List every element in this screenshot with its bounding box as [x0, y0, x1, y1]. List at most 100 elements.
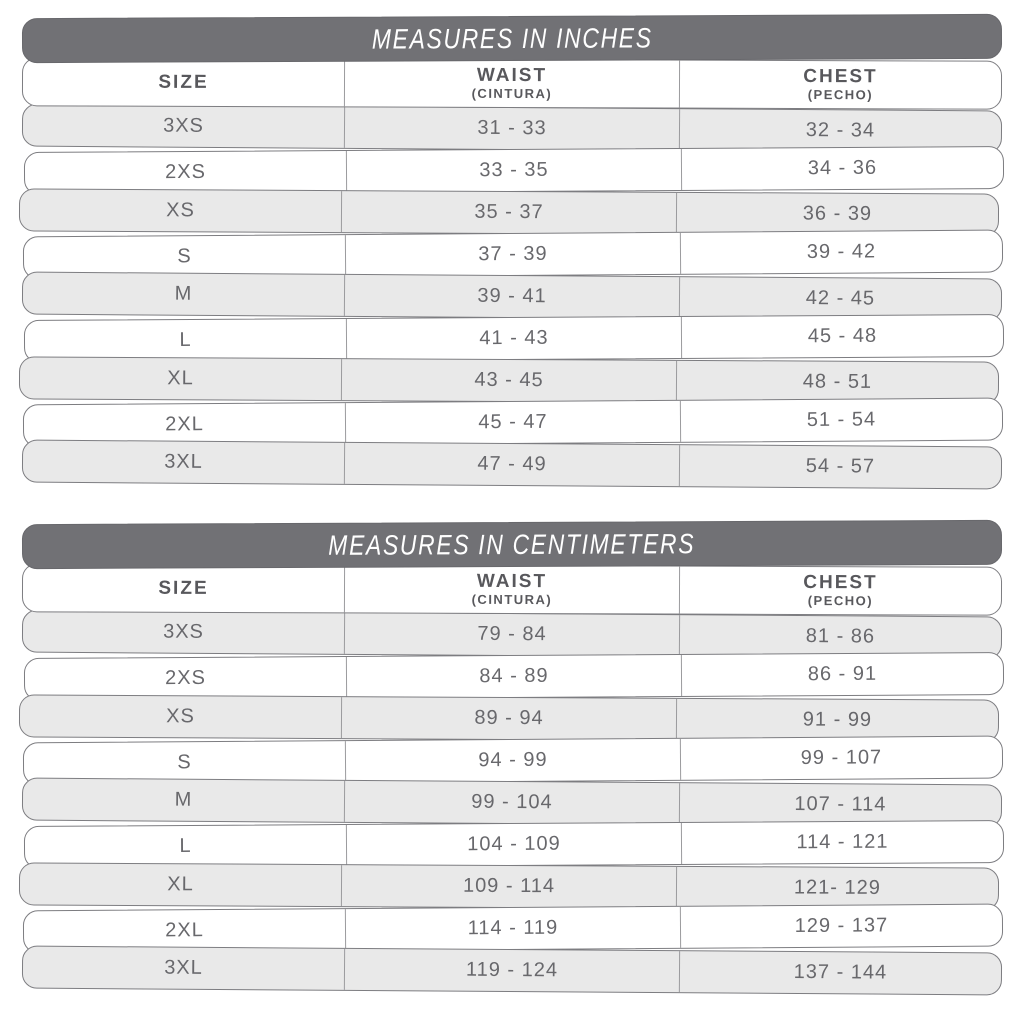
table-row: L 104 - 109 114 - 121: [23, 819, 1005, 869]
chest-cell: 51 - 54: [681, 399, 1002, 442]
size-cell: 2XS: [25, 657, 346, 700]
cell-value: 34 - 36: [807, 156, 878, 180]
chest-cell: 45 - 48: [682, 315, 1003, 358]
cell-value: 45 - 47: [478, 410, 548, 434]
cell-value: 137 - 144: [793, 960, 888, 984]
waist-cell: 79 - 84: [343, 612, 681, 657]
cell-value: 89 - 94: [474, 706, 544, 730]
cell-value: 2XS: [165, 160, 206, 184]
cell-value: 79 - 84: [477, 622, 547, 646]
size-cell: XS: [20, 695, 341, 738]
size-cell: L: [25, 825, 346, 868]
waist-cell: 104 - 109: [345, 822, 683, 867]
waist-cell: 37 - 39: [344, 232, 682, 277]
table-row: L 41 - 43 45 - 48: [23, 313, 1005, 363]
cell-value: 54 - 57: [805, 455, 876, 478]
size-cell: 3XL: [23, 441, 344, 484]
centimeters-header-row: SIZE WAIST (CINTURA) CHEST (PECHO): [21, 563, 1003, 616]
waist-cell: 109 - 114: [340, 865, 678, 908]
cell-value: 121- 129: [793, 876, 881, 899]
cell-value: 99 - 104: [471, 790, 553, 814]
inches-title-band: MEASURES IN INCHES: [21, 13, 1003, 64]
size-chart: MEASURES IN INCHES SIZE WAIST (CINTURA) …: [10, 13, 1014, 996]
cell-value: 47 - 49: [477, 452, 547, 476]
cell-value: 35 - 37: [474, 200, 544, 224]
cell-value: 33 - 35: [479, 158, 549, 182]
waist-cell: 99 - 104: [343, 780, 681, 825]
size-cell: 3XS: [23, 105, 344, 148]
waist-cell: 119 - 124: [343, 948, 681, 993]
size-cell: 3XL: [23, 947, 344, 990]
size-cell: XL: [20, 863, 341, 906]
table-row: 3XL 47 - 49 54 - 57: [21, 439, 1003, 490]
waist-cell: 39 - 41: [343, 274, 681, 319]
waist-cell: 47 - 49: [343, 442, 681, 487]
waist-cell: 35 - 37: [340, 191, 678, 234]
table-row: XL 109 - 114 121- 129: [18, 862, 1000, 911]
chest-cell: 86 - 91: [682, 653, 1003, 696]
waist-column-header: WAIST (CINTURA): [343, 59, 681, 108]
cell-value: M: [174, 282, 193, 305]
cell-value: 91 - 99: [802, 708, 873, 731]
cell-value: 2XL: [165, 919, 204, 942]
waist-cell: 84 - 89: [345, 654, 683, 699]
table-row: 2XS 84 - 89 86 - 91: [23, 651, 1005, 701]
inches-table: MEASURES IN INCHES SIZE WAIST (CINTURA) …: [10, 13, 1014, 490]
chest-column-header: CHEST (PECHO): [803, 66, 878, 103]
cell-value: 45 - 48: [807, 324, 878, 348]
table-row: 3XL 119 - 124 137 - 144: [21, 945, 1003, 996]
cell-value: 81 - 86: [805, 625, 876, 648]
size-column-header: SIZE: [158, 71, 209, 93]
cell-value: 129 - 137: [794, 914, 889, 938]
chest-column-header: CHEST (PECHO): [803, 572, 878, 609]
chest-cell: 34 - 36: [682, 147, 1003, 190]
waist-cell: 33 - 35: [345, 148, 683, 193]
inches-rows: 3XS 31 - 33 32 - 34 2XS 33 - 35 34 - 36 XS 35 -…: [10, 103, 1014, 490]
cell-value: 119 - 124: [465, 958, 559, 982]
cell-value: L: [179, 328, 192, 352]
cell-value: 86 - 91: [807, 662, 878, 686]
waist-cell: 31 - 33: [343, 106, 681, 151]
waist-cell: 94 - 99: [344, 738, 682, 783]
cell-value: 32 - 34: [805, 119, 876, 142]
cell-value: 114 - 121: [796, 830, 889, 854]
cell-value: XL: [167, 367, 194, 390]
centimeters-rows: 3XS 79 - 84 81 - 86 2XS 84 - 89 86 - 91 XS 89 -…: [10, 609, 1014, 996]
cell-value: 3XS: [163, 114, 205, 137]
chest-cell: 39 - 42: [681, 231, 1002, 274]
size-column-header: SIZE: [158, 577, 209, 599]
cell-value: 48 - 51: [802, 370, 873, 393]
cell-value: 107 - 114: [794, 792, 887, 816]
cell-value: 36 - 39: [802, 202, 873, 225]
waist-cell: 114 - 119: [344, 906, 682, 951]
cell-value: 51 - 54: [806, 408, 877, 431]
cell-value: 43 - 45: [474, 368, 544, 392]
cell-value: 109 - 114: [462, 874, 556, 898]
cell-value: S: [177, 245, 192, 268]
waist-cell: 43 - 45: [340, 359, 678, 402]
cell-value: XL: [167, 873, 194, 896]
cell-value: 94 - 99: [478, 748, 548, 772]
size-cell: M: [23, 779, 344, 822]
size-cell: XL: [20, 357, 341, 400]
table-row: XS 35 - 37 36 - 39: [18, 188, 1000, 237]
size-cell: XS: [20, 189, 341, 232]
cell-value: XS: [166, 199, 195, 222]
chest-cell: 99 - 107: [681, 737, 1002, 780]
size-cell: 2XS: [25, 151, 346, 194]
cell-value: 3XL: [164, 956, 203, 979]
table-title: MEASURES IN CENTIMETERS: [328, 527, 696, 561]
table-row: 2XS 33 - 35 34 - 36: [23, 145, 1005, 195]
cell-value: 114 - 119: [467, 916, 559, 940]
centimeters-table: MEASURES IN CENTIMETERS SIZE WAIST (CINT…: [10, 519, 1014, 996]
cell-value: 3XS: [163, 620, 205, 643]
cell-value: 39 - 41: [477, 284, 547, 308]
cell-value: 99 - 107: [800, 746, 883, 769]
cell-value: 42 - 45: [805, 287, 876, 310]
cell-value: 39 - 42: [806, 240, 877, 263]
size-cell: 3XS: [23, 611, 344, 654]
chest-cell: 137 - 144: [680, 951, 1001, 994]
size-cell: L: [25, 319, 346, 362]
inches-header-row: SIZE WAIST (CINTURA) CHEST (PECHO): [21, 57, 1003, 110]
cell-value: 2XL: [165, 413, 204, 436]
